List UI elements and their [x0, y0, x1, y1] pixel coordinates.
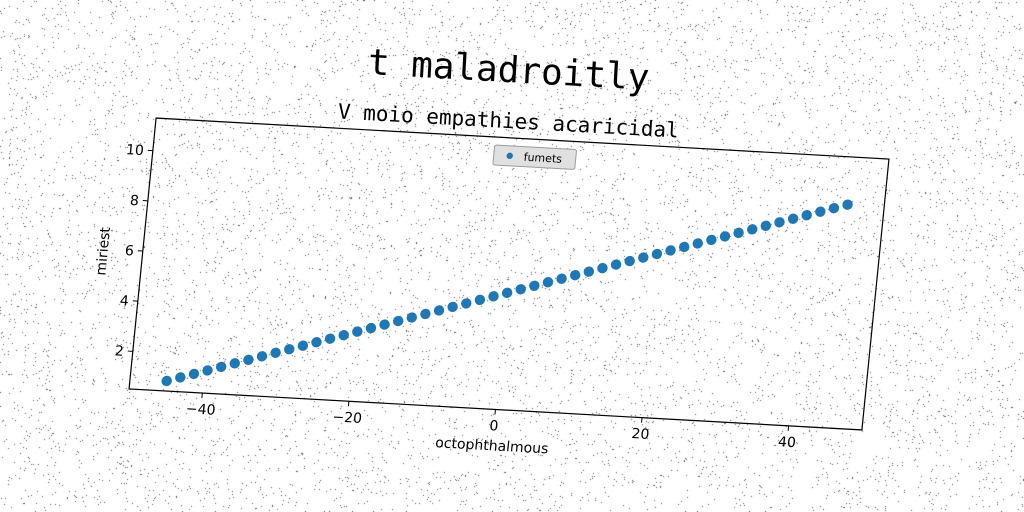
legend-label-fumets: fumets [523, 151, 563, 166]
data-point [202, 365, 213, 376]
y-tick-label: 10 [125, 142, 144, 159]
data-point [529, 280, 540, 291]
legend: fumets [492, 144, 577, 170]
data-point [488, 291, 499, 302]
data-point [760, 220, 772, 231]
data-point [706, 234, 717, 246]
data-point [747, 224, 758, 235]
data-point [801, 210, 812, 221]
y-tick-label: 8 [129, 193, 139, 209]
data-point [597, 262, 608, 274]
data-point [406, 312, 418, 323]
data-point [569, 269, 581, 281]
data-point [474, 294, 486, 306]
data-point [270, 347, 281, 358]
y-tick-label: 2 [114, 343, 124, 359]
data-point [324, 333, 336, 344]
data-point [297, 340, 309, 351]
data-point [175, 372, 186, 383]
data-point [638, 252, 649, 263]
x-tick-label: 40 [777, 434, 796, 451]
data-point [719, 231, 731, 242]
data-point [733, 227, 744, 239]
data-point [556, 273, 567, 284]
chart-title: t maladroitly [367, 42, 651, 99]
data-point [515, 284, 526, 295]
data-point [501, 287, 513, 299]
data-point [774, 217, 785, 228]
data-point [624, 255, 635, 267]
data-point [610, 259, 622, 270]
data-point [787, 213, 799, 224]
y-tick-label: 4 [119, 293, 130, 309]
x-tick-label: −20 [332, 409, 363, 427]
data-point [420, 308, 431, 320]
data-point [433, 305, 445, 316]
data-point [161, 375, 172, 387]
data-point [447, 301, 458, 313]
data-point [692, 238, 703, 249]
data-point [229, 358, 240, 369]
data-point [815, 206, 826, 217]
x-tick-label: 0 [489, 418, 499, 434]
x-axis-label: octophthalmous [434, 435, 549, 457]
data-point [651, 248, 663, 260]
data-point [461, 298, 472, 309]
series-fumets [161, 199, 853, 387]
data-point [665, 245, 676, 256]
data-point [188, 368, 200, 380]
plot-area: −40 −20 0 20 40 2 4 6 8 10 fumets octophthalmous… [93, 117, 890, 457]
x-axis: −40 −20 0 20 40 [185, 393, 797, 451]
legend-box [492, 144, 577, 170]
x-tick-label: −40 [185, 401, 216, 419]
y-tick-label: 6 [124, 243, 135, 259]
y-axis: 2 4 6 8 10 [114, 142, 153, 360]
chart-subtitle: V moio empathies acaricidal [337, 100, 679, 143]
data-point [338, 329, 349, 341]
data-point [542, 277, 554, 288]
data-point [284, 344, 295, 355]
data-point [352, 326, 363, 337]
data-point [678, 241, 690, 253]
data-point [256, 351, 268, 362]
legend-marker [506, 152, 513, 160]
data-point [583, 266, 595, 277]
x-tick-label: 20 [631, 426, 650, 443]
data-point [215, 361, 227, 373]
data-point [311, 337, 322, 348]
data-point [243, 354, 254, 366]
data-point [828, 202, 840, 214]
data-point [379, 319, 390, 330]
y-axis-label: miriest [93, 226, 114, 276]
data-point [365, 322, 377, 334]
data-point [392, 315, 404, 327]
data-point [842, 199, 853, 210]
